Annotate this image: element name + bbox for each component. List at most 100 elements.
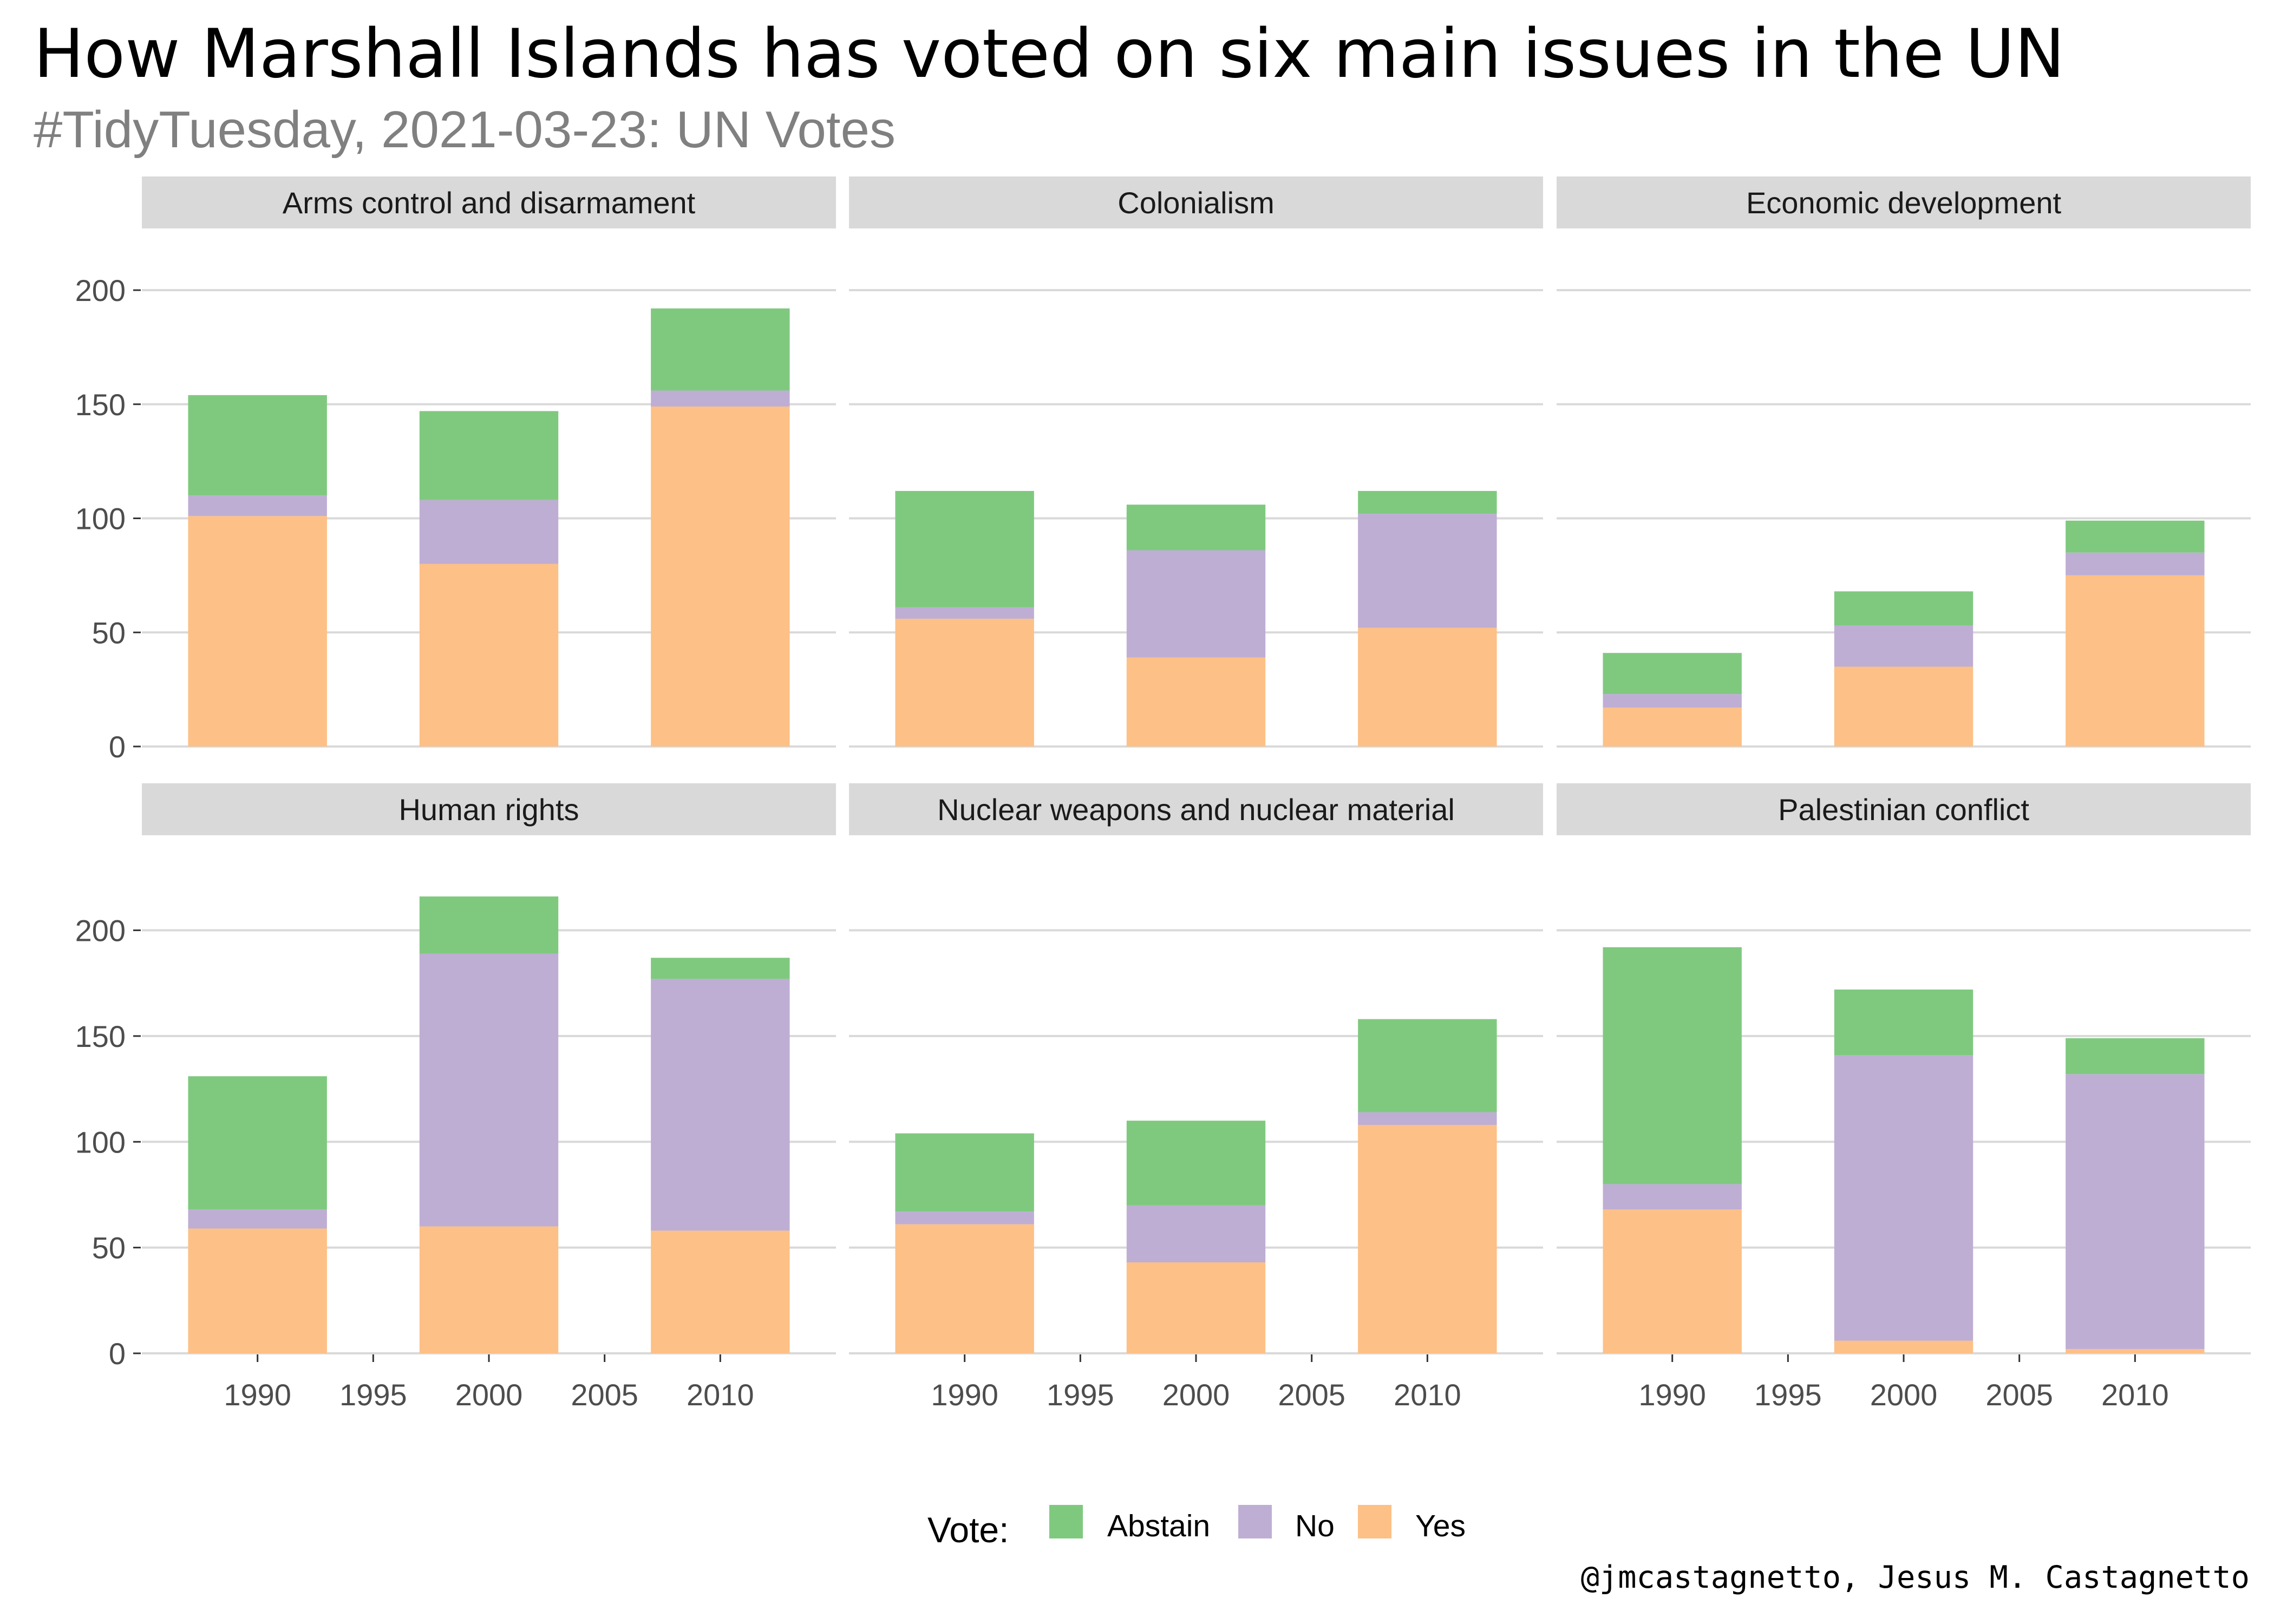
x-tick-label: 2010 xyxy=(1394,1378,1461,1412)
bar-yes-1990 xyxy=(1603,708,1742,746)
legend-swatch-no xyxy=(1238,1505,1272,1538)
bar-yes-1990 xyxy=(1603,1209,1742,1353)
legend-label-no: No xyxy=(1295,1509,1335,1543)
bar-abstain-1990 xyxy=(895,490,1034,607)
bar-abstain-1990 xyxy=(895,1133,1034,1212)
bar-abstain-2010 xyxy=(1358,1019,1497,1112)
bar-no-1990 xyxy=(188,1209,327,1229)
bar-yes-1990 xyxy=(188,1228,327,1353)
legend-swatch-yes xyxy=(1358,1505,1391,1538)
bar-no-2000 xyxy=(1834,625,1974,667)
y-tick-label: 150 xyxy=(75,388,126,422)
y-tick-label: 200 xyxy=(75,914,126,948)
chart-subtitle: #TidyTuesday, 2021-03-23: UN Votes xyxy=(34,101,896,159)
bar-no-2010 xyxy=(2066,1074,2205,1350)
x-tick-label: 2005 xyxy=(571,1378,638,1412)
bar-abstain-2010 xyxy=(651,308,790,391)
bar-yes-2000 xyxy=(1126,657,1266,746)
bar-abstain-1990 xyxy=(188,1076,327,1210)
facet-panels: Arms control and disarmament 0 50 100 150 200… xyxy=(75,176,2251,1412)
x-tick-label: 1990 xyxy=(931,1378,998,1412)
bar-no-2000 xyxy=(1834,1055,1974,1341)
bar-abstain-2000 xyxy=(419,411,559,500)
x-tick-label: 1995 xyxy=(1754,1378,1822,1412)
caption: @jmcastagnetto, Jesus M. Castagnetto xyxy=(1581,1560,2250,1595)
bar-abstain-2010 xyxy=(2066,520,2205,553)
panel-title: Nuclear weapons and nuclear material xyxy=(937,793,1455,827)
x-tick-label: 2005 xyxy=(1985,1378,2053,1412)
legend-label-yes: Yes xyxy=(1415,1509,1466,1543)
bar-no-1990 xyxy=(895,607,1034,619)
x-tick-label: 2010 xyxy=(2101,1378,2169,1412)
bar-abstain-2010 xyxy=(651,958,790,979)
x-tick-label: 1990 xyxy=(1638,1378,1706,1412)
bar-abstain-2000 xyxy=(1126,1121,1266,1206)
y-tick-label: 150 xyxy=(75,1019,126,1053)
bar-yes-2000 xyxy=(1834,1340,1974,1353)
y-tick-label: 0 xyxy=(109,1337,126,1371)
panel-title: Human rights xyxy=(398,793,579,827)
x-tick-label: 2000 xyxy=(1162,1378,1230,1412)
bar-no-2010 xyxy=(651,390,790,407)
legend: Vote: Abstain No Yes xyxy=(927,1505,1466,1550)
y-tick-label: 100 xyxy=(75,502,126,536)
bar-abstain-2000 xyxy=(419,896,559,954)
bar-yes-1990 xyxy=(188,516,327,746)
bar-yes-2000 xyxy=(419,1226,559,1353)
bar-no-2000 xyxy=(419,953,559,1227)
bar-no-2010 xyxy=(2066,552,2205,575)
bar-no-2000 xyxy=(419,500,559,564)
panel-title: Palestinian conflict xyxy=(1778,793,2029,827)
panel-human-rights: Human rights 0 50 100 150 200 1990 1995 2000 2005… xyxy=(75,783,836,1412)
bar-no-2000 xyxy=(1126,550,1266,658)
panel-strip xyxy=(142,783,836,835)
bar-yes-2010 xyxy=(1358,627,1497,746)
panel-strip xyxy=(142,176,836,228)
bar-yes-2000 xyxy=(1834,666,1974,746)
x-tick-label: 2000 xyxy=(1870,1378,1938,1412)
x-tick-label: 1990 xyxy=(224,1378,291,1412)
y-tick-label: 50 xyxy=(92,615,126,650)
panel-colonialism: Colonialism xyxy=(849,176,1543,748)
bar-yes-2010 xyxy=(1358,1125,1497,1353)
panel-strip xyxy=(1557,176,2251,228)
panel-title: Economic development xyxy=(1746,186,2062,220)
bar-yes-1990 xyxy=(895,1224,1034,1353)
panel-strip xyxy=(849,176,1543,228)
panel-strip xyxy=(1557,783,2251,835)
bar-no-2000 xyxy=(1126,1205,1266,1262)
x-tick-label: 2000 xyxy=(455,1378,523,1412)
panel-nuclear-weapons-and-nuclear-material: Nuclear weapons and nuclear material 1990… xyxy=(849,783,1543,1412)
bar-abstain-1990 xyxy=(1603,653,1742,695)
y-tick-label: 200 xyxy=(75,273,126,307)
x-tick-label: 1995 xyxy=(339,1378,407,1412)
bar-no-2010 xyxy=(1358,1112,1497,1125)
chart-title: How Marshall Islands has voted on six ma… xyxy=(34,15,2065,93)
bar-no-1990 xyxy=(1603,694,1742,708)
panel-title: Colonialism xyxy=(1118,186,1274,220)
y-tick-label: 100 xyxy=(75,1125,126,1159)
bar-no-2010 xyxy=(1358,514,1497,628)
legend-label-abstain: Abstain xyxy=(1107,1509,1210,1543)
x-tick-label: 1995 xyxy=(1047,1378,1114,1412)
bar-no-2010 xyxy=(651,979,790,1231)
panel-arms-control-and-disarmament: Arms control and disarmament 0 50 100 150 200 xyxy=(75,176,836,764)
bar-yes-2000 xyxy=(419,564,559,746)
x-tick-label: 2010 xyxy=(687,1378,754,1412)
legend-swatch-abstain xyxy=(1049,1505,1083,1538)
bar-no-1990 xyxy=(895,1212,1034,1224)
bar-yes-2010 xyxy=(651,406,790,746)
panel-economic-development: Economic development xyxy=(1557,176,2251,748)
panel-strip xyxy=(849,783,1543,835)
bar-abstain-2000 xyxy=(1126,505,1266,551)
bar-abstain-2000 xyxy=(1834,591,1974,626)
bar-yes-2000 xyxy=(1126,1262,1266,1353)
y-tick-label: 0 xyxy=(109,730,126,764)
bar-yes-2010 xyxy=(651,1230,790,1353)
bar-abstain-2000 xyxy=(1834,989,1974,1056)
bar-yes-2010 xyxy=(2066,575,2205,746)
bar-no-1990 xyxy=(1603,1184,1742,1210)
x-tick-label: 2005 xyxy=(1278,1378,1345,1412)
y-tick-label: 50 xyxy=(92,1231,126,1265)
